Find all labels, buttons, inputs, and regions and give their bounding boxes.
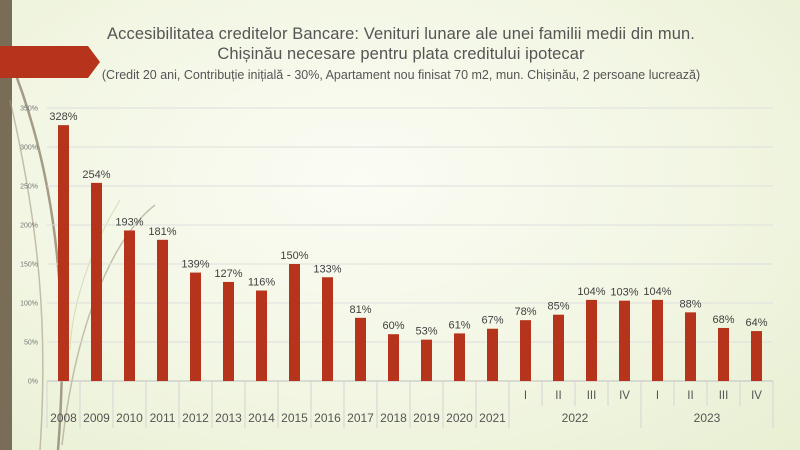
- y-tick-label: 350%: [20, 106, 38, 113]
- chart-title: Accesibilitatea creditelor Bancare: Veni…: [107, 25, 695, 63]
- x-tick-label: 2010: [116, 411, 143, 425]
- data-label: 328%: [49, 111, 77, 123]
- bar: [355, 317, 366, 381]
- data-label: 64%: [745, 317, 767, 329]
- data-label: 139%: [181, 259, 209, 271]
- y-tick-label: 0%: [28, 379, 38, 386]
- x-tick-label: I: [524, 390, 527, 402]
- data-label: 150%: [280, 250, 308, 262]
- group-label: 2022: [562, 411, 589, 425]
- y-tick-label: 250%: [20, 184, 38, 191]
- y-tick-label: 100%: [20, 301, 38, 308]
- x-tick-label: III: [587, 390, 597, 402]
- x-tick-label: 2014: [248, 411, 275, 425]
- x-tick-label: 2008: [50, 411, 77, 425]
- group-label: 2023: [694, 411, 721, 425]
- y-tick-label: 150%: [20, 262, 38, 269]
- bar: [487, 328, 498, 381]
- bar: [454, 333, 465, 381]
- bar: [751, 331, 762, 381]
- bar: [58, 125, 69, 381]
- x-tick-label: III: [719, 390, 729, 402]
- x-tick-label: 2019: [413, 411, 440, 425]
- data-label: 116%: [248, 277, 276, 289]
- chart-subtitle: (Credit 20 ani, Contribuție inițială - 3…: [101, 68, 701, 82]
- x-tick-label: 2017: [347, 411, 374, 425]
- bar: [289, 264, 300, 381]
- bar: [91, 182, 102, 381]
- y-tick-label: 300%: [20, 145, 38, 152]
- x-tick-label: IV: [619, 390, 630, 402]
- bar: [190, 272, 201, 381]
- data-label: 53%: [415, 326, 437, 338]
- data-label: 60%: [382, 320, 404, 332]
- data-label: 61%: [448, 319, 470, 331]
- bar: [619, 300, 630, 381]
- bar: [685, 312, 696, 381]
- x-tick-label: 2018: [380, 411, 407, 425]
- data-label: 81%: [349, 304, 371, 316]
- bar: [322, 277, 333, 381]
- data-label: 104%: [643, 286, 671, 298]
- x-tick-label: 2021: [479, 411, 506, 425]
- x-tick-label: 2016: [314, 411, 341, 425]
- data-label: 67%: [481, 315, 503, 327]
- x-tick-label: 2011: [150, 411, 176, 425]
- bar: [652, 299, 663, 381]
- x-tick-label: 2009: [83, 411, 110, 425]
- y-tick-label: 50%: [24, 340, 38, 347]
- data-label: 68%: [712, 314, 734, 326]
- data-label: 85%: [547, 301, 569, 313]
- y-tick-label: 200%: [20, 223, 38, 230]
- data-label: 127%: [214, 268, 242, 280]
- x-tick-label: 2012: [182, 411, 209, 425]
- bar: [256, 290, 267, 381]
- data-label: 181%: [148, 226, 176, 238]
- data-label: 78%: [514, 306, 536, 318]
- title-block: Accesibilitatea creditelor Bancare: Veni…: [96, 24, 706, 83]
- x-tick-label: 2020: [446, 411, 473, 425]
- data-label: 103%: [610, 287, 638, 299]
- bar: [553, 314, 564, 381]
- x-tick-label: IV: [751, 390, 762, 402]
- bar: [388, 334, 399, 381]
- data-label: 133%: [313, 263, 341, 275]
- bar: [586, 299, 597, 381]
- x-tick-label: II: [555, 390, 561, 402]
- data-label: 88%: [679, 298, 701, 310]
- data-label: 254%: [82, 169, 110, 181]
- data-label: 193%: [115, 216, 143, 228]
- bar: [421, 339, 432, 381]
- bar: [124, 230, 135, 381]
- bar: [223, 281, 234, 381]
- bar: [520, 320, 531, 381]
- x-tick-label: I: [656, 390, 659, 402]
- data-label: 104%: [577, 286, 605, 298]
- x-tick-label: 2013: [215, 411, 242, 425]
- x-tick-label: II: [687, 390, 693, 402]
- x-tick-label: 2015: [281, 411, 308, 425]
- bar: [718, 327, 729, 381]
- bar: [157, 239, 168, 381]
- accent-arrow-shape: [0, 46, 100, 78]
